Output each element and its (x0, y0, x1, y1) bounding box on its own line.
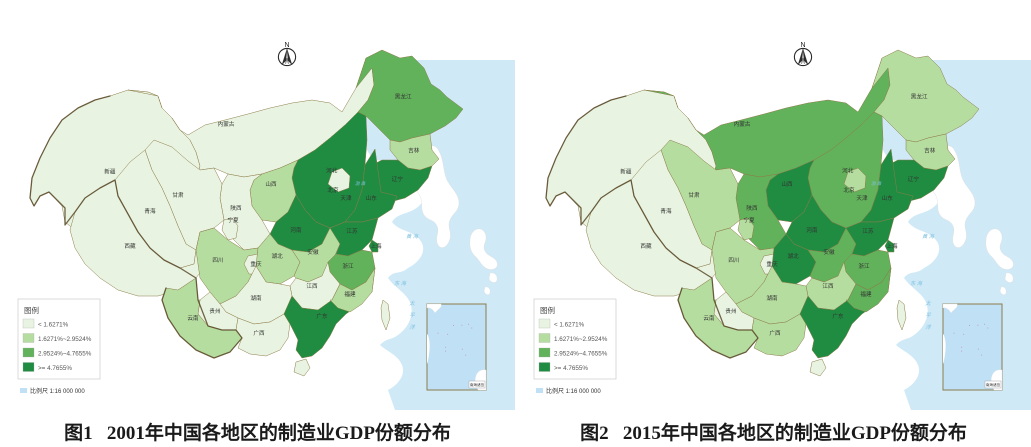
svg-text:湖南: 湖南 (250, 294, 262, 302)
svg-text:辽宁: 辽宁 (908, 175, 920, 183)
svg-text:山东: 山东 (882, 194, 894, 202)
svg-text:湖北: 湖北 (787, 252, 799, 260)
svg-text:宁夏: 宁夏 (743, 216, 755, 224)
svg-text:西藏: 西藏 (124, 242, 136, 250)
svg-text:青海: 青海 (660, 207, 672, 215)
svg-text:四川: 四川 (212, 257, 223, 264)
svg-text:渤 海: 渤 海 (871, 181, 882, 186)
svg-text:天津: 天津 (340, 195, 352, 202)
svg-text:广东: 广东 (832, 312, 844, 320)
svg-text:东 海: 东 海 (910, 280, 923, 287)
svg-text:青海: 青海 (144, 207, 156, 215)
svg-text:西藏: 西藏 (640, 242, 652, 250)
svg-text:>= 4.7655%: >= 4.7655% (554, 365, 588, 372)
svg-text:安徽: 安徽 (307, 248, 319, 256)
svg-text:河南: 河南 (806, 226, 818, 234)
svg-text:平: 平 (409, 312, 415, 319)
svg-text:天津: 天津 (856, 195, 868, 202)
svg-text:山东: 山东 (366, 194, 378, 202)
svg-text:平: 平 (925, 312, 931, 319)
svg-text:江苏: 江苏 (862, 227, 874, 235)
svg-text:广西: 广西 (769, 329, 781, 337)
svg-text:河南: 河南 (290, 226, 302, 234)
svg-text:广东: 广东 (316, 312, 328, 320)
svg-text:浙江: 浙江 (858, 262, 870, 270)
svg-text:上海: 上海 (370, 242, 382, 250)
svg-text:甘肃: 甘肃 (688, 191, 700, 199)
svg-text:甘肃: 甘肃 (172, 191, 184, 199)
svg-text:山西: 山西 (781, 180, 793, 188)
svg-text:湖南: 湖南 (766, 294, 778, 302)
svg-text:福建: 福建 (344, 290, 356, 298)
svg-text:吉林: 吉林 (408, 147, 420, 155)
svg-text:图例: 图例 (540, 305, 555, 315)
svg-text:比例尺 1:16 000 000: 比例尺 1:16 000 000 (546, 387, 601, 395)
svg-text:1.6271%~2.9524%: 1.6271%~2.9524% (38, 336, 92, 343)
svg-text:黄 海: 黄 海 (406, 233, 419, 240)
svg-text:宁夏: 宁夏 (227, 216, 239, 224)
svg-text:山西: 山西 (265, 180, 277, 188)
svg-text:东 海: 东 海 (394, 280, 407, 287)
svg-text:黄 海: 黄 海 (922, 233, 935, 240)
svg-text:< 1.6271%: < 1.6271% (554, 322, 585, 329)
svg-text:1.6271%~2.9524%: 1.6271%~2.9524% (554, 336, 608, 343)
svg-text:四川: 四川 (728, 257, 739, 264)
svg-text:北京: 北京 (327, 186, 339, 194)
svg-text:云南: 云南 (187, 314, 199, 322)
svg-text:内蒙古: 内蒙古 (218, 120, 235, 128)
svg-text:2.9524%~4.7655%: 2.9524%~4.7655% (554, 351, 608, 358)
svg-text:广西: 广西 (253, 329, 265, 337)
svg-text:吉林: 吉林 (924, 147, 936, 155)
svg-text:云南: 云南 (703, 314, 715, 322)
svg-text:辽宁: 辽宁 (392, 175, 404, 183)
svg-text:新疆: 新疆 (620, 168, 632, 176)
svg-text:图例: 图例 (24, 305, 39, 315)
svg-text:江西: 江西 (822, 283, 834, 290)
svg-text:上海: 上海 (886, 242, 898, 250)
svg-text:陕西: 陕西 (746, 204, 758, 212)
svg-text:太: 太 (925, 300, 931, 307)
svg-text:南海诸岛: 南海诸岛 (986, 382, 1001, 387)
svg-text:黑龙江: 黑龙江 (395, 92, 412, 100)
svg-text:重庆: 重庆 (250, 260, 262, 268)
svg-text:内蒙古: 内蒙古 (734, 120, 751, 128)
svg-text:>= 4.7655%: >= 4.7655% (38, 365, 72, 372)
svg-text:北京: 北京 (843, 186, 855, 194)
svg-text:福建: 福建 (860, 290, 872, 298)
svg-text:贵州: 贵州 (725, 307, 736, 315)
svg-text:新疆: 新疆 (104, 168, 116, 176)
svg-text:湖北: 湖北 (271, 252, 283, 260)
svg-text:安徽: 安徽 (823, 248, 835, 256)
svg-text:2.9524%~4.7655%: 2.9524%~4.7655% (38, 351, 92, 358)
svg-text:南海诸岛: 南海诸岛 (470, 382, 485, 387)
svg-text:河北: 河北 (842, 166, 854, 174)
svg-text:比例尺 1:16 000 000: 比例尺 1:16 000 000 (30, 387, 85, 395)
svg-text:江西: 江西 (306, 283, 318, 290)
svg-text:江苏: 江苏 (346, 227, 358, 235)
svg-text:渤 海: 渤 海 (355, 181, 366, 186)
svg-text:黑龙江: 黑龙江 (911, 92, 928, 100)
svg-text:陕西: 陕西 (230, 204, 242, 212)
svg-text:河北: 河北 (326, 166, 338, 174)
svg-text:< 1.6271%: < 1.6271% (38, 322, 69, 329)
svg-text:重庆: 重庆 (766, 260, 778, 268)
svg-text:浙江: 浙江 (342, 262, 354, 270)
svg-text:贵州: 贵州 (209, 307, 220, 315)
svg-text:太: 太 (409, 300, 415, 307)
